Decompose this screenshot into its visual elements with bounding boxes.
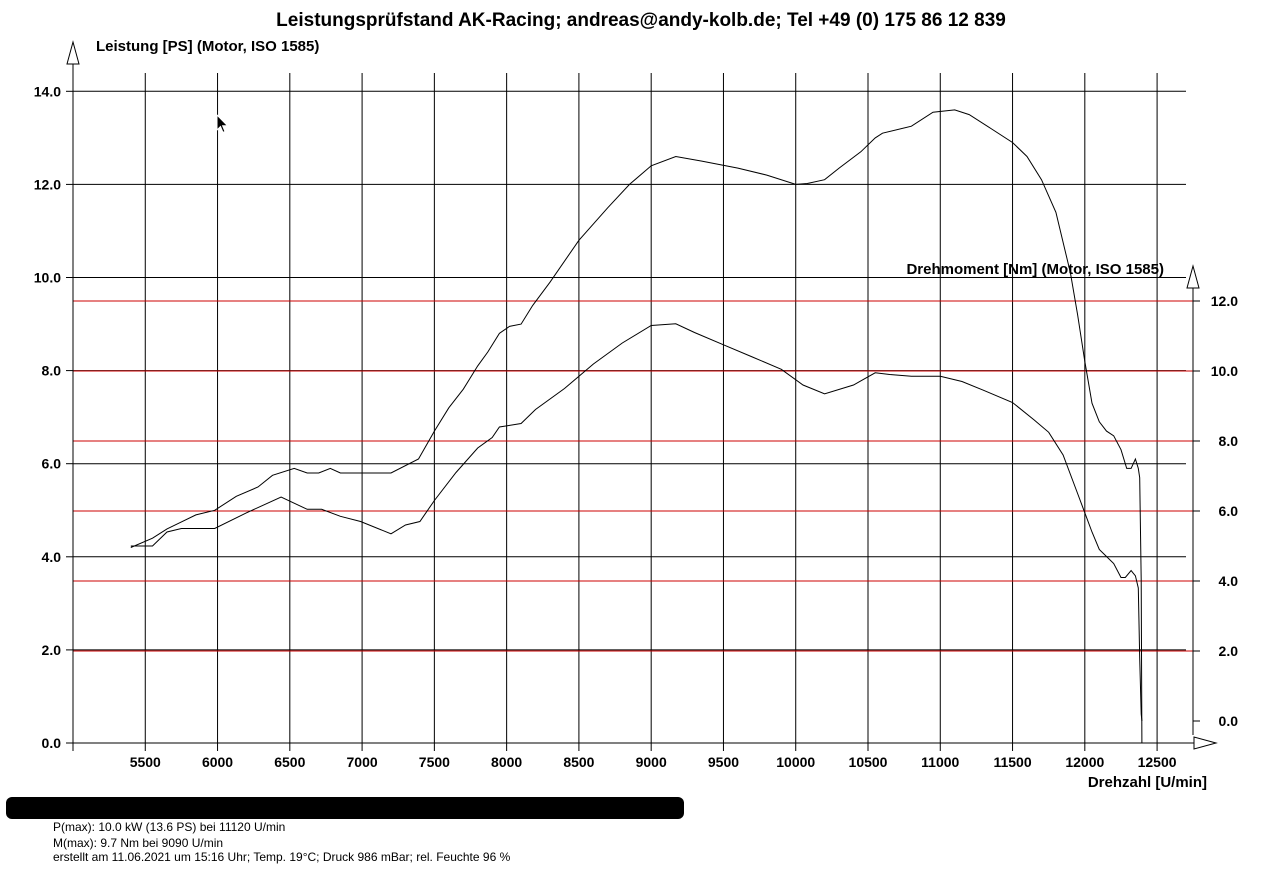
y-left-arrow-icon (66, 40, 80, 65)
x-tick-label: 11500 (993, 754, 1031, 770)
x-tick-label: 7500 (419, 754, 450, 770)
y-right-tick-label: 6.0 (1219, 503, 1239, 519)
x-axis-arrow-icon (1193, 736, 1218, 750)
footer-mmax: M(max): 9.7 Nm bei 9090 U/min (53, 836, 224, 850)
footer-created: erstellt am 11.06.2021 um 15:16 Uhr; Tem… (53, 850, 511, 864)
x-tick-label: 8000 (491, 754, 522, 770)
footer-pmax: P(max): 10.0 kW (13.6 PS) bei 11120 U/mi… (53, 820, 286, 834)
y-left-tick-label: 6.0 (42, 456, 62, 472)
power-curve (130, 109, 1143, 744)
tick-labels: 5500 6000 6500 7000 7500 8000 8500 9000 9500 1000… (34, 83, 1238, 770)
x-tick-label: 7000 (347, 754, 378, 770)
x-tick-label: 12500 (1138, 754, 1177, 770)
x-tick-label: 10500 (849, 754, 888, 770)
y-left-tick-label: 14.0 (34, 83, 61, 99)
x-tick-label: 5500 (130, 754, 161, 770)
x-tick-label: 11000 (921, 754, 959, 770)
x-tick-label: 12000 (1065, 754, 1104, 770)
y-left-tick-label: 12.0 (34, 176, 61, 192)
right-axis-label: Drehmoment [Nm] (Motor, ISO 1585) (906, 261, 1164, 278)
left-axis-label: Leistung [PS] (Motor, ISO 1585) (96, 38, 319, 55)
x-tick-label: 9000 (636, 754, 667, 770)
y-right-tick-label: 10.0 (1211, 363, 1238, 379)
redaction-bar (6, 797, 684, 819)
x-tick-label: 6500 (274, 754, 305, 770)
y-left-tick-label: 4.0 (42, 549, 62, 565)
x-tick-label: 10000 (776, 754, 815, 770)
y-left-tick-label: 0.0 (42, 735, 62, 751)
y-left-tick-label: 8.0 (42, 363, 62, 379)
mouse-cursor-icon (216, 114, 229, 134)
x-axis-label: Drehzahl [U/min] (1088, 774, 1207, 791)
x-tick-label: 8500 (563, 754, 594, 770)
y-right-tick-label: 2.0 (1219, 643, 1239, 659)
x-tick-label: 9500 (708, 754, 739, 770)
y-right-tick-label: 4.0 (1219, 573, 1239, 589)
torque-curve (130, 323, 1143, 722)
y-left-tick-label: 10.0 (34, 270, 61, 286)
axes (66, 40, 1218, 751)
y-left-tick-label: 2.0 (42, 642, 62, 658)
y-right-arrow-icon (1186, 264, 1200, 289)
y-right-tick-label: 12.0 (1211, 293, 1238, 309)
series-lines (130, 109, 1143, 744)
y-right-tick-label: 0.0 (1219, 713, 1239, 729)
y-right-tick-label: 8.0 (1219, 433, 1239, 449)
grid (66, 73, 1200, 751)
chart-title: Leistungsprüfstand AK-Racing; andreas@an… (276, 10, 1006, 31)
x-tick-label: 6000 (202, 754, 233, 770)
